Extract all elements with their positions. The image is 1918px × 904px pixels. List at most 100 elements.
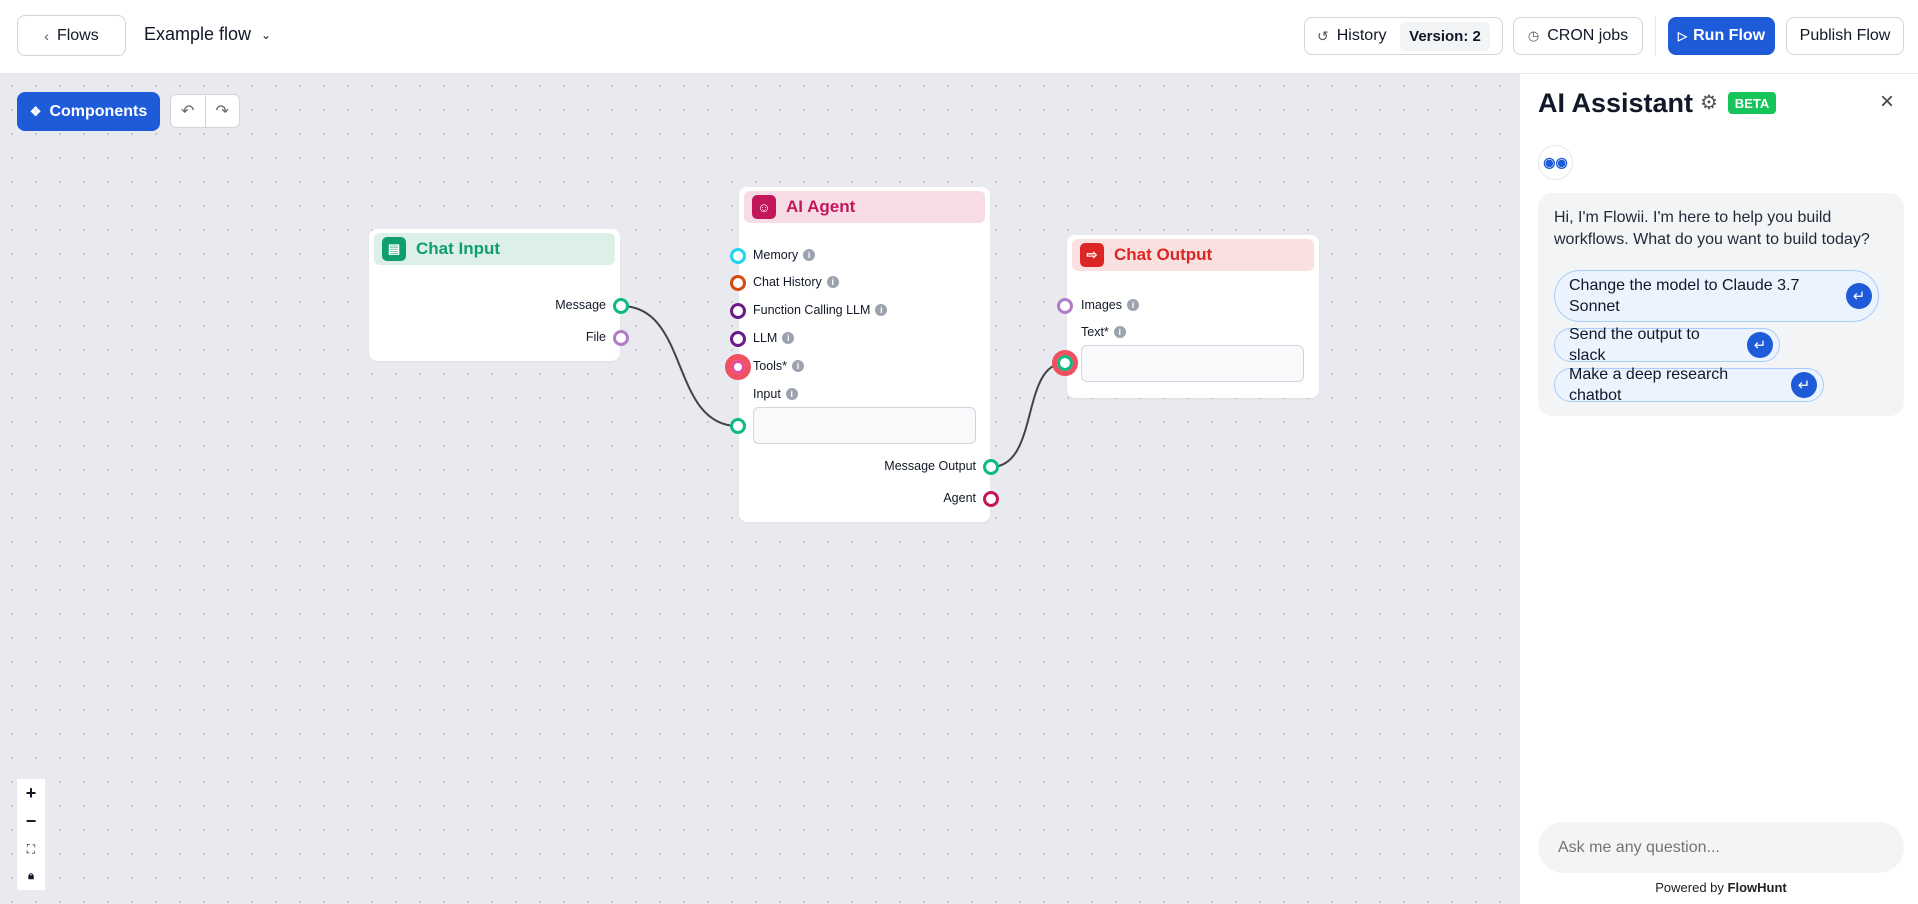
zoom-out-button[interactable]: −: [17, 807, 45, 835]
port-label: Agent: [943, 491, 976, 505]
suggestion-chip[interactable]: Make a deep research chatbot ↵: [1554, 366, 1824, 404]
enter-icon: ↵: [1846, 283, 1872, 309]
flowhunt-brand[interactable]: FlowHunt: [1727, 880, 1787, 895]
info-icon[interactable]: i: [1127, 299, 1139, 311]
chat-input-node[interactable]: ▤ Chat Input Message File: [369, 229, 620, 361]
chat-output-icon: ⇨: [1080, 243, 1104, 267]
redo-icon[interactable]: ↷: [215, 103, 229, 120]
flow-name: Example flow: [144, 24, 252, 44]
input-tools: Tools* i: [753, 359, 805, 373]
port-label: File: [585, 330, 606, 344]
input-field-label: Input i: [753, 387, 798, 401]
input-function-calling-llm: Function Calling LLM i: [753, 303, 888, 317]
suggestion-label: Change the model to Claude 3.7 Sonnet: [1569, 277, 1800, 315]
suggestion-chip[interactable]: Change the model to Claude 3.7 Sonnet ↵: [1554, 270, 1879, 322]
history-icon: ↺: [1317, 27, 1329, 44]
beta-badge: BETA: [1728, 92, 1776, 114]
play-icon: ▷: [1677, 29, 1688, 43]
version-badge: Version: 2: [1400, 22, 1490, 51]
output-agent: Agent: [943, 491, 976, 505]
suggestion-chip[interactable]: Send the output to slack ↵: [1554, 326, 1780, 364]
output-message-output: Message Output: [884, 459, 976, 473]
port-label: Text*: [1081, 325, 1109, 339]
publish-label: Publish Flow: [1799, 27, 1891, 44]
agent-input-field[interactable]: [753, 407, 976, 444]
info-icon[interactable]: i: [792, 360, 805, 372]
port-label: Function Calling LLM: [753, 303, 871, 317]
port-label: LLM: [753, 331, 778, 345]
chevron-left-icon: ‹: [44, 27, 49, 44]
cron-jobs-button[interactable]: ◷ CRON jobs: [1513, 17, 1643, 55]
node-title: Chat Output: [1114, 245, 1213, 264]
node-header: ▤ Chat Input: [374, 233, 615, 265]
close-icon[interactable]: ×: [1880, 88, 1895, 115]
file-handle[interactable]: [613, 330, 629, 346]
run-label: Run Flow: [1693, 27, 1766, 44]
divider: [1655, 16, 1656, 56]
gear-icon[interactable]: ⚙: [1700, 92, 1718, 114]
input-llm: LLM i: [753, 331, 795, 345]
run-flow-button[interactable]: ▷ Run Flow: [1668, 17, 1775, 55]
back-label: Flows: [56, 26, 99, 44]
enter-icon: ↵: [1747, 332, 1773, 358]
lock-icon[interactable]: 🔒︎: [17, 862, 45, 890]
text-field-label: Text* i: [1081, 325, 1126, 339]
output-message: Message: [555, 298, 606, 312]
info-icon[interactable]: i: [803, 249, 816, 261]
function-calling-llm-handle[interactable]: [730, 303, 746, 319]
llm-handle[interactable]: [730, 331, 746, 347]
clock-icon: ◷: [1527, 28, 1540, 43]
history-label: History: [1336, 27, 1387, 44]
port-label: Memory: [753, 248, 799, 262]
top-bar: ‹ Flows Example flow ⌄ ↺ History Version…: [0, 0, 1918, 74]
port-label: Chat History: [753, 275, 822, 289]
text-handle-required[interactable]: [1052, 350, 1078, 376]
history-button[interactable]: ↺ History Version: 2: [1304, 17, 1503, 55]
info-icon[interactable]: i: [826, 276, 839, 288]
chat-output-node[interactable]: ⇨ Chat Output Images i Text* i: [1067, 235, 1319, 398]
info-icon[interactable]: i: [782, 332, 795, 344]
undo-redo-group: ↶ ↷: [170, 94, 240, 128]
zoom-in-button[interactable]: +: [17, 779, 45, 807]
edge-output-to-text[interactable]: [990, 362, 1066, 468]
output-file: File: [586, 330, 606, 344]
ai-agent-node[interactable]: ☺ AI Agent Memory i Chat History i Functio…: [739, 187, 990, 522]
fit-view-icon[interactable]: ⛶: [17, 835, 45, 863]
node-header: ☺ AI Agent: [744, 191, 985, 223]
back-to-flows-button[interactable]: ‹ Flows: [17, 15, 126, 56]
port-label: Message: [555, 298, 606, 312]
powered-by-label: Powered by: [1655, 880, 1724, 895]
info-icon[interactable]: i: [785, 388, 798, 400]
chat-history-handle[interactable]: [730, 275, 746, 291]
chevron-down-icon: ⌄: [261, 27, 272, 42]
message-output-handle[interactable]: [983, 459, 999, 475]
components-icon: ❖: [29, 103, 42, 119]
tools-handle-required[interactable]: [725, 354, 751, 380]
chat-input-icon: ▤: [382, 237, 406, 261]
flow-name-dropdown[interactable]: Example flow ⌄: [144, 24, 271, 45]
undo-icon[interactable]: ↶: [171, 95, 206, 127]
port-label: Input: [753, 387, 781, 401]
port-label: Tools*: [753, 359, 788, 373]
text-input-field[interactable]: [1081, 345, 1304, 382]
input-chat-history: Chat History i: [753, 275, 839, 289]
node-title: Chat Input: [416, 239, 501, 258]
info-icon[interactable]: i: [875, 304, 888, 316]
memory-handle[interactable]: [730, 248, 746, 264]
node-title: AI Agent: [786, 197, 856, 216]
input-images: Images i: [1081, 298, 1139, 312]
assistant-question-input[interactable]: [1538, 822, 1904, 873]
powered-by: Powered by FlowHunt: [1538, 880, 1904, 895]
message-handle[interactable]: [613, 298, 629, 314]
port-label: Images: [1081, 298, 1122, 312]
input-memory: Memory i: [753, 248, 816, 262]
edge-message-to-input[interactable]: [620, 305, 739, 427]
flowii-avatar-icon: ◉◉: [1538, 145, 1573, 180]
components-button[interactable]: ❖ Components: [17, 92, 160, 131]
input-handle[interactable]: [730, 418, 746, 434]
agent-handle[interactable]: [983, 491, 999, 507]
info-icon[interactable]: i: [1113, 326, 1126, 338]
components-label: Components: [49, 102, 148, 120]
images-handle[interactable]: [1057, 298, 1073, 314]
publish-flow-button[interactable]: Publish Flow: [1786, 17, 1904, 55]
